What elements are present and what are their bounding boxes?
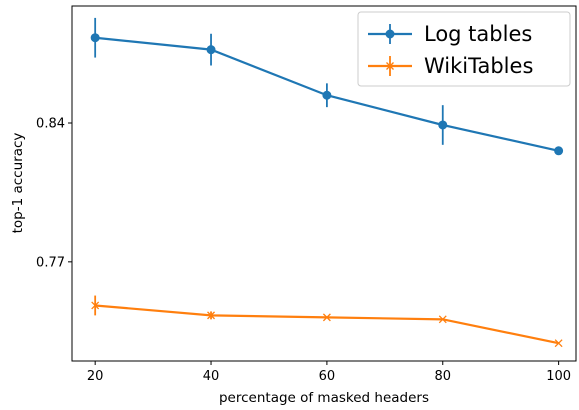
data-point [554,146,564,156]
series-1 [91,295,563,348]
x-marker-stroke [438,315,447,324]
data-point [322,90,332,100]
x-tick-label: 20 [87,369,104,384]
data-point [438,315,447,324]
legend: Log tables WikiTables [357,11,571,87]
legend-entry: WikiTables [368,54,533,78]
y-tick-label: 0.84 [36,117,65,132]
data-point [322,313,331,322]
ticks-layer: 20 40 60 80 100 0.77 0.84 [36,117,571,384]
x-axis-label: percentage of masked headers [219,390,429,406]
data-point [90,33,100,43]
x-tick-label: 60 [319,369,336,384]
x-marker-stroke [322,313,331,322]
data-point [438,120,448,130]
series-layer [90,17,564,348]
data-point [386,62,394,70]
x-marker-stroke [554,339,563,348]
legend-label: WikiTables [424,54,533,78]
x-marker-stroke [207,311,215,320]
x-marker-stroke [91,301,100,310]
x-tick-label: 80 [434,369,451,384]
x-tick-label: 40 [203,369,220,384]
series-0 [90,17,564,156]
legend-box [357,11,571,87]
data-point [91,301,100,310]
y-tick-label: 0.77 [36,255,65,270]
plot-frame [71,5,577,362]
data-point [554,339,563,348]
data-point [385,29,395,39]
x-tick-label: 100 [546,369,571,384]
data-point [206,45,216,55]
data-point [207,311,215,320]
series-line [95,304,559,345]
y-axis-label: top-1 accuracy [10,133,26,234]
legend-entry: Log tables [368,22,532,46]
x-marker-stroke [386,62,394,70]
legend-label: Log tables [424,22,532,46]
